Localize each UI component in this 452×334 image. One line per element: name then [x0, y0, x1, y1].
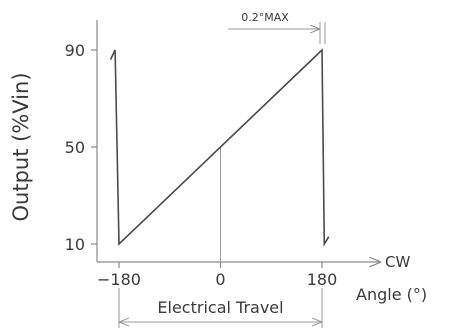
max-annotation: 0.2°MAX [228, 11, 326, 44]
y-tick-label-1: 50 [65, 138, 85, 157]
cw-direction-label: CW [385, 253, 410, 271]
x-tick-label-1: 0 [215, 270, 225, 289]
travel-arrow-right [311, 317, 324, 327]
travel-label: Electrical Travel [157, 298, 283, 317]
x-tick-label-2: 180 [307, 270, 338, 289]
x-axis-label: Angle (°) [356, 285, 427, 304]
x-tick-label-0: −180 [97, 270, 141, 289]
travel-arrow-left [117, 317, 130, 327]
y-axis-label: Output (%Vin) [9, 72, 33, 221]
tick-group: 10 50 90 −180 0 180 [65, 41, 338, 289]
max-label: 0.2°MAX [241, 11, 289, 24]
travel-annotation: Electrical Travel [117, 288, 324, 328]
y-tick-label-0: 10 [65, 235, 85, 254]
series-line [109, 48, 330, 247]
y-tick-label-2: 90 [65, 41, 85, 60]
